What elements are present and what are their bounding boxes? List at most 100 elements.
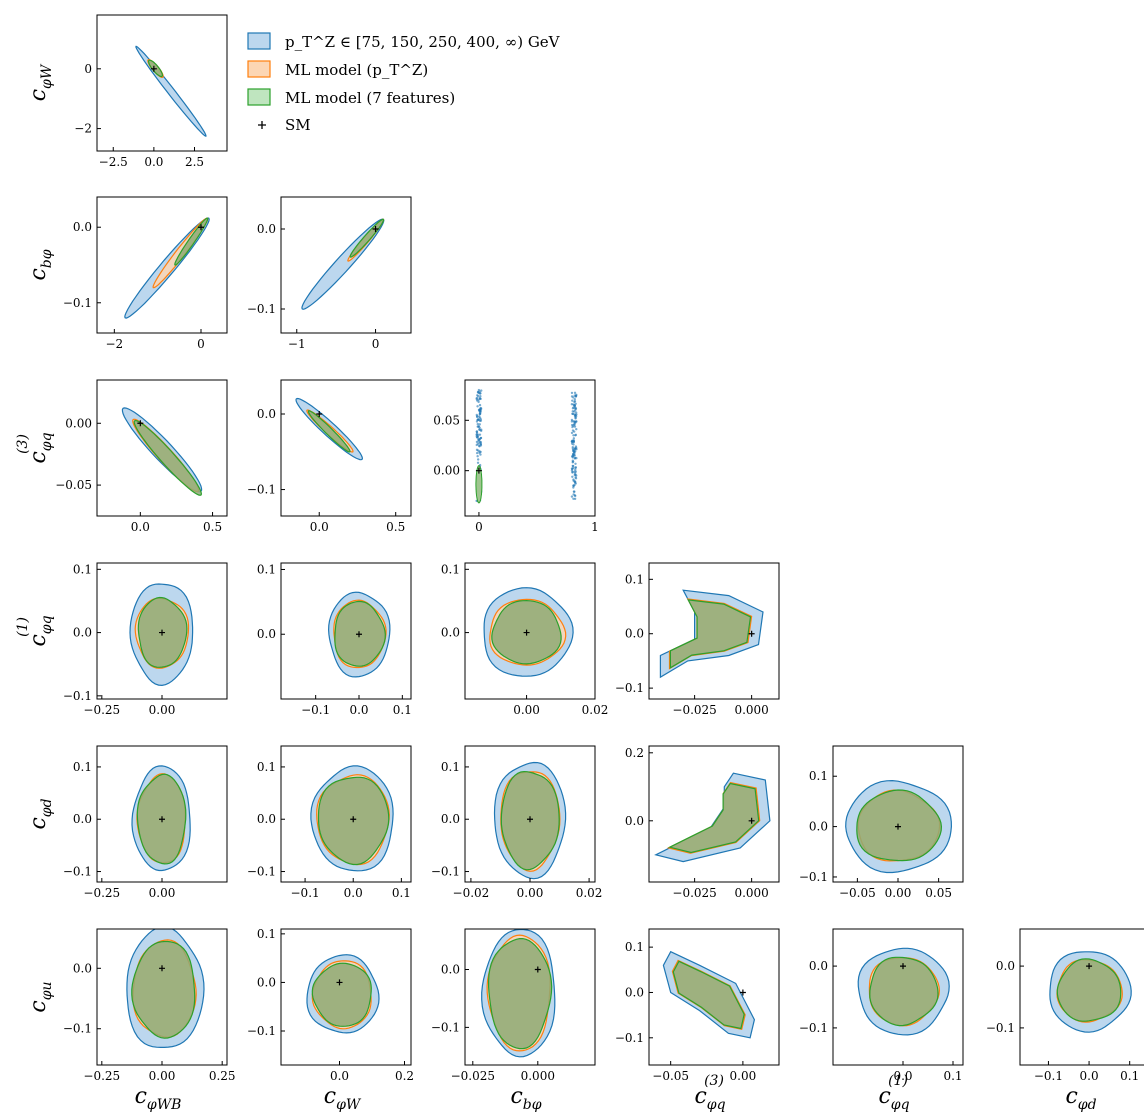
panel-frame — [280, 745, 412, 883]
sample-point — [570, 403, 574, 406]
panel-frame — [96, 14, 228, 152]
sample-point — [478, 408, 482, 411]
sample-point — [480, 389, 483, 392]
label-sub: φW — [39, 63, 55, 89]
label-sub: φq — [707, 1097, 726, 1113]
y-tick-label: −0.1 — [247, 1024, 276, 1038]
y-tick-label: 0.0 — [625, 814, 644, 828]
sample-point — [574, 482, 577, 485]
x-tick-label: 0.0 — [131, 520, 150, 534]
sm-marker — [900, 963, 906, 970]
sample-point — [573, 415, 577, 418]
legend-item: p_T^Z ∈ [75, 150, 250, 400, ∞) GeV — [247, 32, 561, 51]
sm-marker — [1086, 963, 1093, 970]
panel-r2-c0: 0.0 0.5 −0.05 0.00 — [55, 379, 228, 534]
sample-point — [572, 490, 576, 493]
sample-point — [475, 397, 478, 401]
panel-contours — [301, 218, 385, 310]
panel-r1-c1: −1 0 −0.1 0.0 — [247, 196, 412, 351]
sample-point — [476, 461, 480, 464]
x-tick-label: −0.1 — [1034, 1069, 1063, 1083]
sample-point — [476, 390, 480, 394]
sample-point — [571, 410, 574, 413]
sample-point — [573, 450, 577, 453]
sm-marker — [895, 823, 901, 830]
contour-ml-7features — [311, 962, 372, 1027]
panel-r5-c3: −0.05 0.00 −0.1 0.0 0.1 — [615, 928, 780, 1083]
sample-point — [570, 431, 574, 435]
y-tick-label: 0.00 — [65, 416, 92, 430]
y-tick-label: 0.0 — [257, 222, 276, 236]
x-tick-label: −0.025 — [451, 1069, 495, 1083]
x-tick-label: 0.0 — [1080, 1069, 1099, 1083]
y-axis-label-r2-text: cφq — [26, 432, 55, 463]
panel-contours — [654, 772, 771, 863]
sample-point — [571, 454, 574, 458]
x-tick-label: −2 — [105, 337, 123, 351]
panel-contours — [124, 217, 210, 319]
x-axis-label-c1-text: cφW — [324, 1084, 362, 1113]
legend-label: SM — [285, 116, 311, 134]
panel-r0-c0: −2.5 0.0 2.5 −2 0 — [74, 14, 228, 169]
contour-ml-7features — [307, 410, 351, 453]
panel-contours — [481, 929, 556, 1058]
panel-frame — [648, 745, 780, 883]
panel-contours — [493, 761, 567, 880]
contour-ml-7features — [349, 218, 385, 258]
label-main: c — [135, 1084, 147, 1109]
panel-contours — [659, 589, 764, 679]
y-tick-label: 0.2 — [625, 746, 644, 760]
panel-r5-c5: −0.1 0.0 0.1 −0.1 0.0 — [986, 928, 1144, 1083]
x-axis-label-c5: cφd — [1065, 1084, 1096, 1113]
panel-frame — [648, 928, 780, 1066]
contour-ml-7features — [672, 960, 745, 1030]
x-tick-label: 0.0 — [330, 1069, 349, 1083]
sample-point — [575, 413, 578, 416]
x-tick-label: 0.1 — [943, 1069, 962, 1083]
x-tick-label: 0.02 — [582, 703, 609, 717]
label-sub: φq — [39, 615, 55, 634]
sample-point — [475, 433, 478, 436]
panel-r3-c1: −0.1 0.0 0.1 0.0 0.1 — [257, 562, 412, 717]
sample-point — [570, 418, 574, 422]
sample-point — [572, 479, 575, 482]
sample-point — [476, 442, 480, 445]
sm-marker — [475, 467, 482, 474]
y-tick-label: −0.1 — [431, 1020, 460, 1034]
x-tick-label: 0.000 — [734, 886, 768, 900]
label-sup: (1) — [888, 1073, 908, 1089]
sample-point — [574, 468, 577, 471]
panel-contours — [135, 45, 207, 137]
sample-point — [479, 440, 482, 444]
y-tick-label: −0.05 — [55, 478, 92, 492]
y-tick-label: 0.0 — [996, 959, 1015, 973]
contour-ml-7features — [667, 782, 760, 854]
sm-marker — [534, 966, 541, 973]
y-tick-label: 0.1 — [257, 562, 276, 576]
sample-point — [476, 458, 480, 461]
sample-point — [574, 462, 577, 465]
x-tick-label: 0.5 — [203, 520, 222, 534]
x-tick-label: −0.02 — [453, 886, 490, 900]
y-tick-label: −0.1 — [799, 870, 828, 884]
y-tick-label: 0.1 — [625, 572, 644, 586]
sample-point — [478, 450, 481, 453]
y-axis-label-r4: cφd — [26, 798, 55, 829]
label-sub: φq — [891, 1097, 910, 1113]
x-tick-label: 0.00 — [885, 886, 912, 900]
sample-point — [572, 497, 575, 501]
sample-point — [574, 470, 577, 473]
x-tick-label: 0.0 — [349, 703, 368, 717]
sample-point — [475, 448, 479, 452]
sm-marker — [198, 224, 204, 231]
y-axis-label-r3: cφq(1) — [15, 615, 55, 646]
x-tick-label: −0.1 — [301, 703, 330, 717]
x-tick-label: −0.05 — [652, 1069, 689, 1083]
x-tick-label: 0.000 — [734, 703, 768, 717]
label-sub: φd — [1078, 1097, 1097, 1113]
x-tick-label: 0.0 — [344, 886, 363, 900]
y-tick-label: 0.05 — [433, 413, 460, 427]
sm-marker — [372, 226, 379, 232]
label-sup: (3) — [15, 434, 31, 454]
